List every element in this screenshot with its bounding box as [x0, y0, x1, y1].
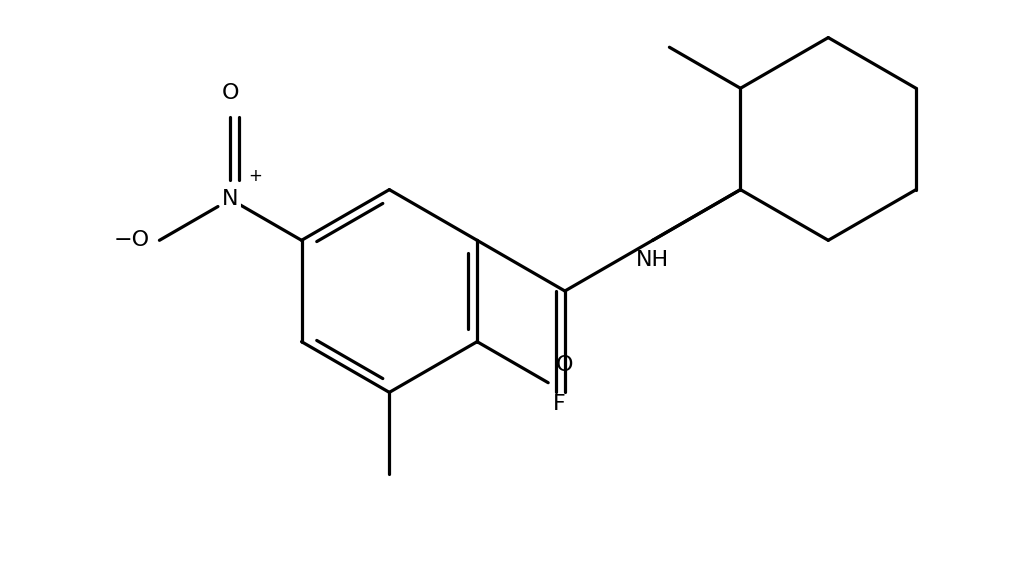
Text: NH: NH [636, 250, 668, 270]
Text: O: O [221, 83, 239, 103]
Text: O: O [555, 355, 573, 375]
Text: +: + [249, 167, 262, 185]
Text: N: N [222, 189, 238, 210]
Text: −O: −O [113, 230, 150, 250]
Text: F: F [552, 394, 566, 414]
